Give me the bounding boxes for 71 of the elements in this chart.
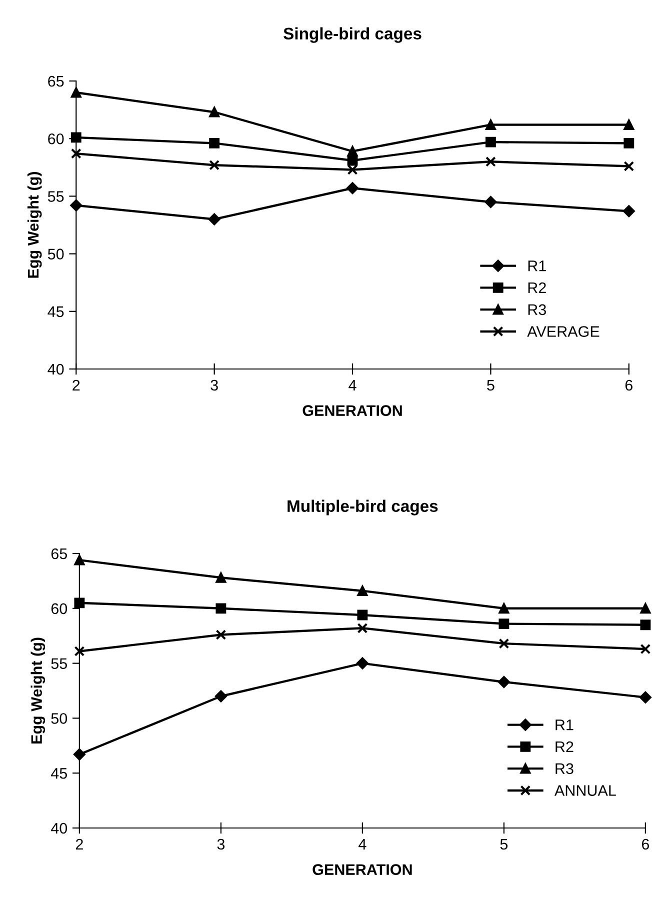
x-tick-label: 3 [217, 838, 225, 850]
x-tick-label: 4 [358, 838, 366, 850]
legend-label: AVERAGE [527, 326, 600, 337]
legend-label: R1 [556, 720, 574, 730]
y-tick-label: 50 [51, 713, 68, 724]
y-tick-label: 40 [48, 364, 64, 375]
y-tick-label: 50 [48, 248, 64, 260]
point [624, 120, 634, 130]
chart-title: Multiple-bird cages [288, 500, 438, 516]
point [498, 603, 510, 614]
x-tick-label: 3 [210, 380, 218, 391]
point [640, 620, 651, 630]
point [357, 610, 368, 620]
y-axis-title: Egg Weight (g) [27, 172, 42, 278]
y-tick-label: 45 [48, 306, 64, 318]
point [485, 120, 496, 130]
point [640, 644, 651, 654]
point [624, 161, 634, 172]
legend-label: R2 [556, 741, 574, 752]
x-axis-title: GENERATION [302, 405, 402, 416]
point [485, 156, 496, 167]
point [622, 205, 635, 218]
point [70, 132, 82, 143]
point [357, 586, 368, 596]
point [209, 106, 220, 118]
point [485, 136, 496, 148]
point [498, 618, 510, 629]
legend-label: R3 [556, 763, 574, 774]
x-tick-label: 2 [76, 838, 83, 850]
point [347, 164, 358, 175]
x-tick-label: 4 [348, 380, 356, 390]
x-tick-label: 2 [72, 380, 80, 390]
point [357, 622, 368, 634]
point [624, 138, 634, 148]
point [639, 691, 652, 704]
y-tick-label: 55 [51, 658, 67, 669]
point [346, 182, 358, 194]
x-tick-label: 5 [500, 838, 508, 850]
legend-label: R2 [528, 282, 546, 294]
y-tick-label: 45 [50, 768, 67, 779]
y-axis-title: Egg Weight (g) [30, 638, 46, 744]
y-tick-label: 55 [48, 191, 64, 202]
y-tick-label: 60 [51, 603, 68, 614]
point [347, 146, 358, 156]
y-tick-label: 65 [51, 548, 67, 560]
point [74, 598, 85, 608]
x-axis-title: GENERATION [312, 864, 412, 875]
point [214, 690, 227, 702]
x-tick-label: 5 [487, 380, 494, 391]
point [498, 638, 510, 649]
chart-title: Single-bird cages [284, 27, 422, 43]
point [484, 196, 497, 208]
point [356, 657, 368, 670]
point [498, 676, 510, 688]
point [640, 603, 651, 614]
legend-label: R3 [528, 304, 546, 316]
point [216, 630, 226, 640]
y-tick-label: 60 [48, 133, 64, 144]
x-tick-label: 6 [642, 838, 650, 850]
x-tick-label: 6 [625, 380, 632, 391]
point [70, 148, 82, 159]
y-tick-label: 40 [50, 822, 68, 834]
point [216, 603, 226, 614]
legend-label: R1 [528, 260, 546, 272]
point [216, 572, 226, 583]
point [209, 138, 220, 148]
point [74, 646, 85, 656]
point [208, 213, 220, 226]
y-tick-label: 65 [48, 76, 64, 87]
legend-label: ANNUAL [554, 785, 616, 796]
point [209, 160, 220, 170]
